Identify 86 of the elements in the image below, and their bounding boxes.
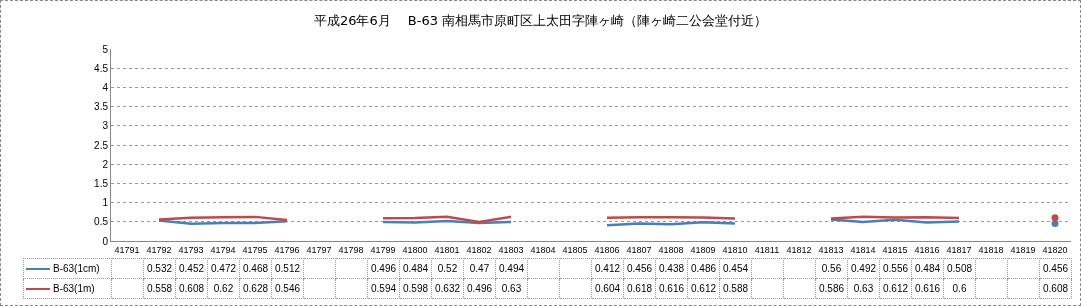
x-tick-label: 41797: [306, 244, 332, 255]
x-tick-label: 41794: [210, 244, 236, 255]
x-tick-label: 41796: [274, 244, 300, 255]
data-label: 0.546: [271, 278, 304, 299]
x-tick-label: 41804: [530, 244, 556, 255]
x-tick-label: 41810: [722, 244, 748, 255]
data-label: 0.62: [207, 278, 240, 299]
x-tick-label: 41792: [146, 244, 172, 255]
x-tick-label: 41806: [594, 244, 620, 255]
x-tick-label: 41799: [370, 244, 396, 255]
data-label: 0.6: [943, 278, 976, 299]
data-label: 0.612: [687, 278, 720, 299]
x-tick-label: 41809: [690, 244, 716, 255]
data-label: 0.618: [623, 278, 656, 299]
data-label: 0.612: [879, 278, 912, 299]
data-label: 0.63: [847, 278, 880, 299]
data-label: 0.452: [175, 258, 208, 279]
data-label: 0.494: [495, 258, 528, 279]
data-label: 0.496: [367, 258, 400, 279]
data-label: 0.586: [815, 278, 848, 299]
x-tick-label: 41820: [1042, 244, 1068, 255]
x-tick-label: 41817: [946, 244, 972, 255]
data-label: 0.632: [431, 278, 464, 299]
data-label: 0.454: [719, 258, 752, 279]
x-tick-label: 41815: [882, 244, 908, 255]
data-label: 0.608: [175, 278, 208, 299]
x-tick-label: 41816: [914, 244, 940, 255]
x-tick-label: 41807: [626, 244, 652, 255]
data-label: 0.468: [239, 258, 272, 279]
data-label: 0.472: [207, 258, 240, 279]
data-label: 0.412: [591, 258, 624, 279]
data-label: 0.484: [399, 258, 432, 279]
y-tick-label: 4.5: [94, 62, 109, 74]
x-tick-label: 41795: [242, 244, 268, 255]
data-label: 0.492: [847, 258, 880, 279]
data-label: 0.456: [1039, 258, 1072, 279]
y-tick-label: 1: [102, 197, 109, 209]
data-label: 0.52: [431, 258, 464, 279]
y-tick-label: 0.5: [94, 216, 109, 228]
x-tick-label: 41812: [786, 244, 812, 255]
x-tick-label: 41814: [850, 244, 876, 255]
data-label: 0.594: [367, 278, 400, 299]
x-tick-label: 41819: [1010, 244, 1036, 255]
data-label: 0.456: [623, 258, 656, 279]
x-tick-label: 41798: [338, 244, 364, 255]
x-tick-label: 41801: [434, 244, 460, 255]
y-tick-label: 3: [102, 120, 109, 132]
y-tick-label: 2.5: [94, 139, 109, 151]
data-label: 0.532: [143, 258, 176, 279]
data-label: 0.558: [143, 278, 176, 299]
x-tick-label: 41811: [754, 244, 780, 255]
data-label: 0.486: [687, 258, 720, 279]
data-label: 0.47: [463, 258, 496, 279]
x-tick-label: 41803: [498, 244, 524, 255]
x-tick-label: 41818: [978, 244, 1004, 255]
data-label: 0.556: [879, 258, 912, 279]
legend-label: B-63(1cm): [53, 263, 100, 274]
y-tick-label: 3.5: [94, 101, 109, 113]
y-tick-label: 0: [102, 235, 109, 247]
data-label: 0.588: [719, 278, 752, 299]
data-label: 0.438: [655, 258, 688, 279]
data-label: 0.598: [399, 278, 432, 299]
y-tick-label: 2: [102, 158, 109, 170]
data-label: 0.616: [655, 278, 688, 299]
data-label: 0.63: [495, 278, 528, 299]
data-label: 0.616: [911, 278, 944, 299]
x-tick-label: 41802: [466, 244, 492, 255]
data-label: 0.496: [463, 278, 496, 299]
x-tick-label: 41800: [402, 244, 428, 255]
x-tick-label: 41793: [178, 244, 204, 255]
data-label: 0.56: [815, 258, 848, 279]
data-label: 0.484: [911, 258, 944, 279]
y-tick-label: 5: [102, 43, 109, 55]
x-tick-label: 41805: [562, 244, 588, 255]
data-label: 0.608: [1039, 278, 1072, 299]
data-label: 0.628: [239, 278, 272, 299]
y-tick-label: 4: [102, 81, 109, 93]
legend-label: B-63(1m): [53, 283, 95, 294]
y-tick-label: 1.5: [94, 177, 109, 189]
data-label: 0.512: [271, 258, 304, 279]
data-label: 0.508: [943, 258, 976, 279]
x-tick-label: 41808: [658, 244, 684, 255]
x-tick-label: 41813: [818, 244, 844, 255]
data-label: 0.604: [591, 278, 624, 299]
x-tick-label: 41791: [114, 244, 140, 255]
chart-title: 平成26年6月 B-63 南相馬市原町区上太田字陣ヶ崎（陣ヶ崎二公会堂付近）: [313, 13, 768, 29]
